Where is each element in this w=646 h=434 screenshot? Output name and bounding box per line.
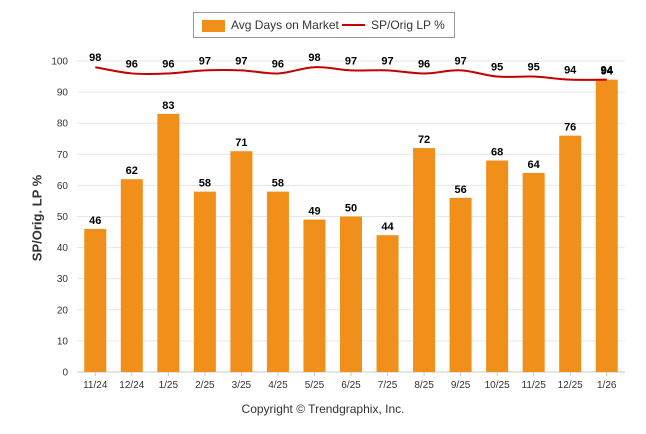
bar: [157, 113, 180, 373]
x-tick-label: 2/25: [195, 380, 215, 391]
line-data-label: 94: [564, 65, 577, 77]
x-tick-label: 3/25: [232, 380, 252, 391]
legend-bar-swatch: [202, 20, 225, 32]
line-data-label: 96: [272, 58, 284, 70]
bar-data-label: 44: [381, 221, 394, 233]
bar: [84, 228, 107, 372]
bar-data-label: 56: [454, 184, 466, 196]
y-tick-label: 0: [62, 368, 68, 379]
line-data-label: 95: [491, 62, 503, 74]
y-axis-title: SP/Orig. LP %: [29, 174, 45, 262]
bar-data-label: 72: [418, 134, 430, 146]
y-tick-label: 40: [57, 243, 69, 254]
bar-data-label: 50: [345, 203, 357, 215]
x-tick-label: 1/26: [597, 380, 617, 391]
sp-orig-lp-line: [95, 66, 607, 81]
bar: [303, 219, 326, 372]
bar-data-label: 71: [235, 137, 247, 149]
y-tick-label: 20: [57, 305, 69, 316]
bar: [522, 172, 545, 372]
x-tick-label: 12/25: [558, 380, 583, 391]
line-data-label: 95: [528, 62, 540, 74]
bar: [413, 148, 436, 372]
line-data-label: 94: [601, 65, 614, 77]
bar: [193, 191, 216, 372]
line-data-label: 98: [89, 52, 101, 64]
y-tick-label: 10: [57, 336, 69, 347]
bar: [595, 79, 618, 372]
legend-bar-label: Avg Days on Market: [231, 18, 339, 32]
line-data-label: 96: [418, 58, 430, 70]
line-data-label: 97: [345, 55, 357, 67]
bar-data-label: 49: [308, 206, 320, 218]
x-tick-label: 5/25: [305, 380, 325, 391]
bar-data-labels: 46 62 83 58 71 58 49 50 44 72 56 68 64 76 94: [89, 66, 614, 234]
bar: [449, 197, 472, 372]
x-tick-label: 6/25: [341, 380, 361, 391]
y-tick-label: 60: [57, 181, 69, 192]
legend-line-label: SP/Orig LP %: [371, 18, 445, 32]
x-tick-label: 12/24: [119, 380, 144, 391]
bar: [486, 160, 509, 372]
y-tick-label: 50: [57, 212, 69, 223]
bar-data-label: 76: [564, 122, 576, 134]
line-data-label: 98: [308, 52, 320, 64]
x-tick-label: 9/25: [451, 380, 471, 391]
bar: [559, 135, 582, 372]
line-data-label: 97: [199, 55, 211, 67]
line-data-label: 97: [454, 55, 466, 67]
bar-data-label: 68: [491, 147, 503, 159]
y-tick-label: 100: [51, 57, 68, 68]
bar-data-label: 58: [272, 178, 284, 190]
y-tick-label: 30: [57, 274, 69, 285]
bar-data-label: 62: [126, 165, 138, 177]
bar-series: [84, 79, 618, 373]
x-tick-label: 11/25: [522, 380, 547, 391]
y-axis: 0 10 20 30 40 50 60 70 80 90 100: [51, 57, 68, 379]
line-data-label: 97: [235, 55, 247, 67]
x-tick-label: 11/24: [83, 380, 108, 391]
x-tick-label: 7/25: [378, 380, 398, 391]
y-tick-label: 90: [57, 88, 69, 99]
bar: [120, 179, 143, 372]
line-data-label: 96: [126, 58, 138, 70]
bar: [340, 216, 362, 372]
line-data-label: 96: [162, 58, 174, 70]
x-tick-label: 1/25: [159, 380, 179, 391]
bar: [266, 191, 289, 372]
bar-data-label: 46: [89, 215, 101, 227]
legend-line-swatch: [342, 24, 365, 26]
line-data-label: 97: [381, 55, 393, 67]
y-tick-label: 80: [57, 119, 69, 130]
legend: Avg Days on Market SP/Orig LP %: [193, 12, 455, 38]
line-series: [95, 66, 607, 81]
y-tick-label: 70: [57, 150, 69, 161]
bar-data-label: 83: [162, 100, 174, 112]
x-tick-label: 8/25: [414, 380, 434, 391]
copyright-footer: Copyright © Trendgraphix, Inc.: [241, 402, 405, 416]
bar-data-label: 94: [601, 66, 614, 78]
x-tick-label: 10/25: [485, 380, 510, 391]
x-tick-label: 4/25: [268, 380, 288, 391]
bar: [230, 151, 253, 372]
bar-data-label: 58: [199, 178, 211, 190]
bar: [376, 235, 399, 372]
x-axis: 11/24 12/24 1/25 2/25 3/25 4/25 5/25 6/25 7/25 8/…: [83, 372, 617, 391]
bar-data-label: 64: [528, 159, 541, 171]
line-data-labels: 98 96 96 97 97 96 98 97 97 96 97 95 95 94 94: [89, 52, 614, 76]
